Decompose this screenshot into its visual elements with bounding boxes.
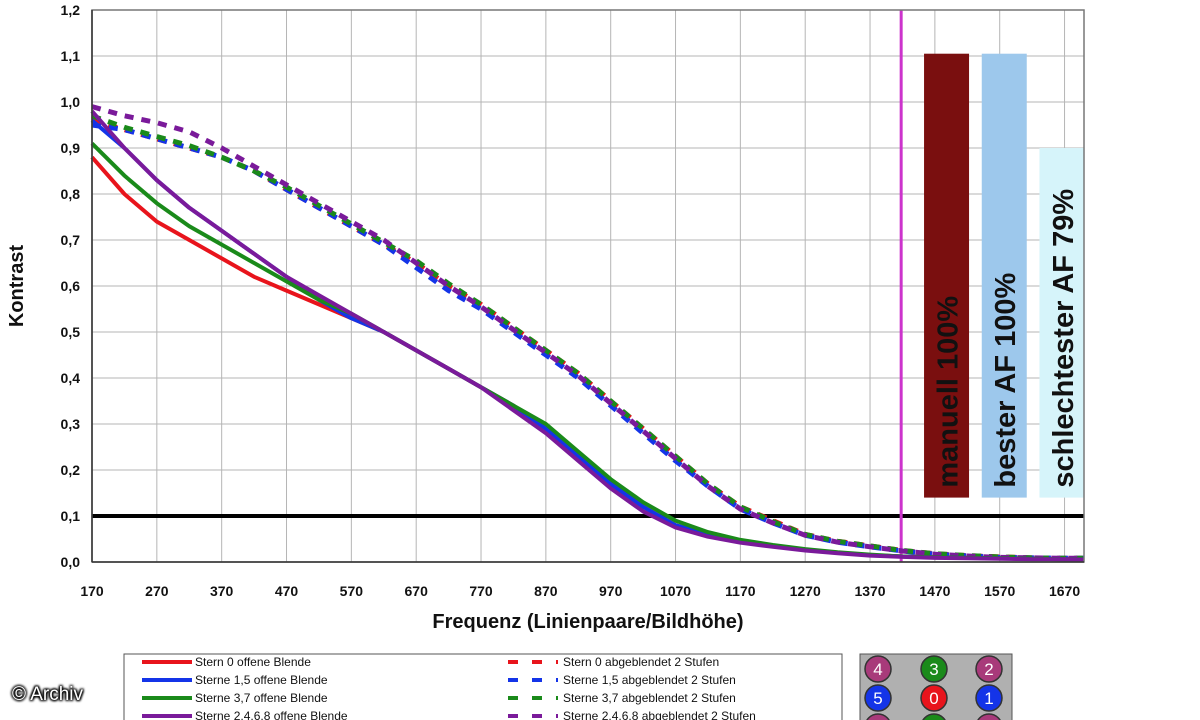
x-tick-label: 470 [275,583,299,599]
x-tick-label: 570 [340,583,364,599]
bar [981,53,1027,498]
bar-label: bester AF 100% [990,272,1022,487]
y-tick-label: 0,7 [61,232,81,248]
axes [91,9,1085,563]
y-tick-label: 0,8 [61,186,81,202]
legend-label: Sterne 3,7 abgeblendet 2 Stufen [563,691,736,705]
bar-label: schlechtester AF 79% [1048,189,1080,488]
star-badge [866,713,890,720]
x-tick-label: 1270 [790,583,821,599]
bar [1039,148,1085,498]
x-tick-label: 170 [80,583,104,599]
y-axis-title: Kontrast [6,245,28,328]
x-tick-label: 670 [405,583,429,599]
series-line [90,109,1085,562]
legend-label: Sterne 3,7 offene Blende [195,691,328,705]
y-tick-label: 0,9 [61,140,81,156]
star-badge [922,713,946,720]
x-tick-label: 1670 [1049,583,1080,599]
star-badge [975,684,1003,712]
star-badge-label: 5 [873,689,882,708]
x-tick-label: 270 [145,583,169,599]
y-tick-label: 0,5 [61,324,81,340]
x-tick-label: 870 [534,583,558,599]
bar-group: manuell 100% bester AF 100% schlechtester … [924,53,1085,498]
star-badge-label: 0 [929,689,938,708]
star-badge [975,655,1003,683]
x-tick-label: 1570 [984,583,1015,599]
y-tick-label: 1,2 [61,2,81,18]
x-tick-label: 1170 [725,583,756,599]
star-badge-label: 1 [984,689,993,708]
y-tick-label: 0,0 [61,554,81,570]
legend-label: Sterne 1,5 abgeblendet 2 Stufen [563,673,736,687]
x-tick-label: 1070 [660,583,691,599]
y-tick-label: 0,6 [61,278,81,294]
y-tick-label: 0,1 [61,508,81,524]
legend-label: Sterne 2,4,6,8 abgeblendet 2 Stufen [563,709,756,720]
y-tick-label: 1,0 [61,94,81,110]
x-tick-label: 970 [599,583,623,599]
star-badge-label: 3 [929,660,938,679]
y-tick-label: 0,2 [61,462,81,478]
star-badge-label: 4 [873,660,882,679]
legend-box [123,653,843,720]
y-tick-label: 0,3 [61,416,81,432]
x-axis-title: Frequenz (Linienpaare/Bildhöhe) [432,611,743,633]
x-tick-label: 370 [210,583,234,599]
x-tick-label: 1370 [854,583,885,599]
series-line [91,104,1084,561]
reference-lines [92,10,1084,562]
star-badge [920,655,948,683]
legend-label: Sterne 1,5 offene Blende [195,673,328,687]
star-badge-panel: 4 3 2 5 0 1 [859,653,1013,720]
x-tick-label: 770 [469,583,493,599]
legend-label: Stern 0 abgeblendet 2 Stufen [563,655,719,669]
series-line [91,113,1084,561]
legend-label: Stern 0 offene Blende [195,655,311,669]
axis-labels: 0,0 0,1 0,2 0,3 0,4 0,5 0,6 0,7 0,8 0,9 1,0 1,1 1,2 1… [6,2,1080,633]
bar-label: manuell 100% [933,296,965,488]
legend: Stern 0 offene Blende Sterne 1,5 offene B… [123,653,843,720]
credit-label: © Archiv [12,684,84,705]
star-badge [920,684,948,712]
star-badge [864,684,892,712]
x-tick-label: 1470 [919,583,950,599]
star-badge [864,655,892,683]
y-tick-label: 1,1 [61,48,81,64]
series-group [90,104,1085,562]
y-tick-label: 0,4 [61,370,81,386]
star-badge-label: 2 [984,660,993,679]
star-badge [977,713,1001,720]
legend-label: Sterne 2,4,6,8 offene Blende [195,709,348,720]
bar [924,53,970,498]
